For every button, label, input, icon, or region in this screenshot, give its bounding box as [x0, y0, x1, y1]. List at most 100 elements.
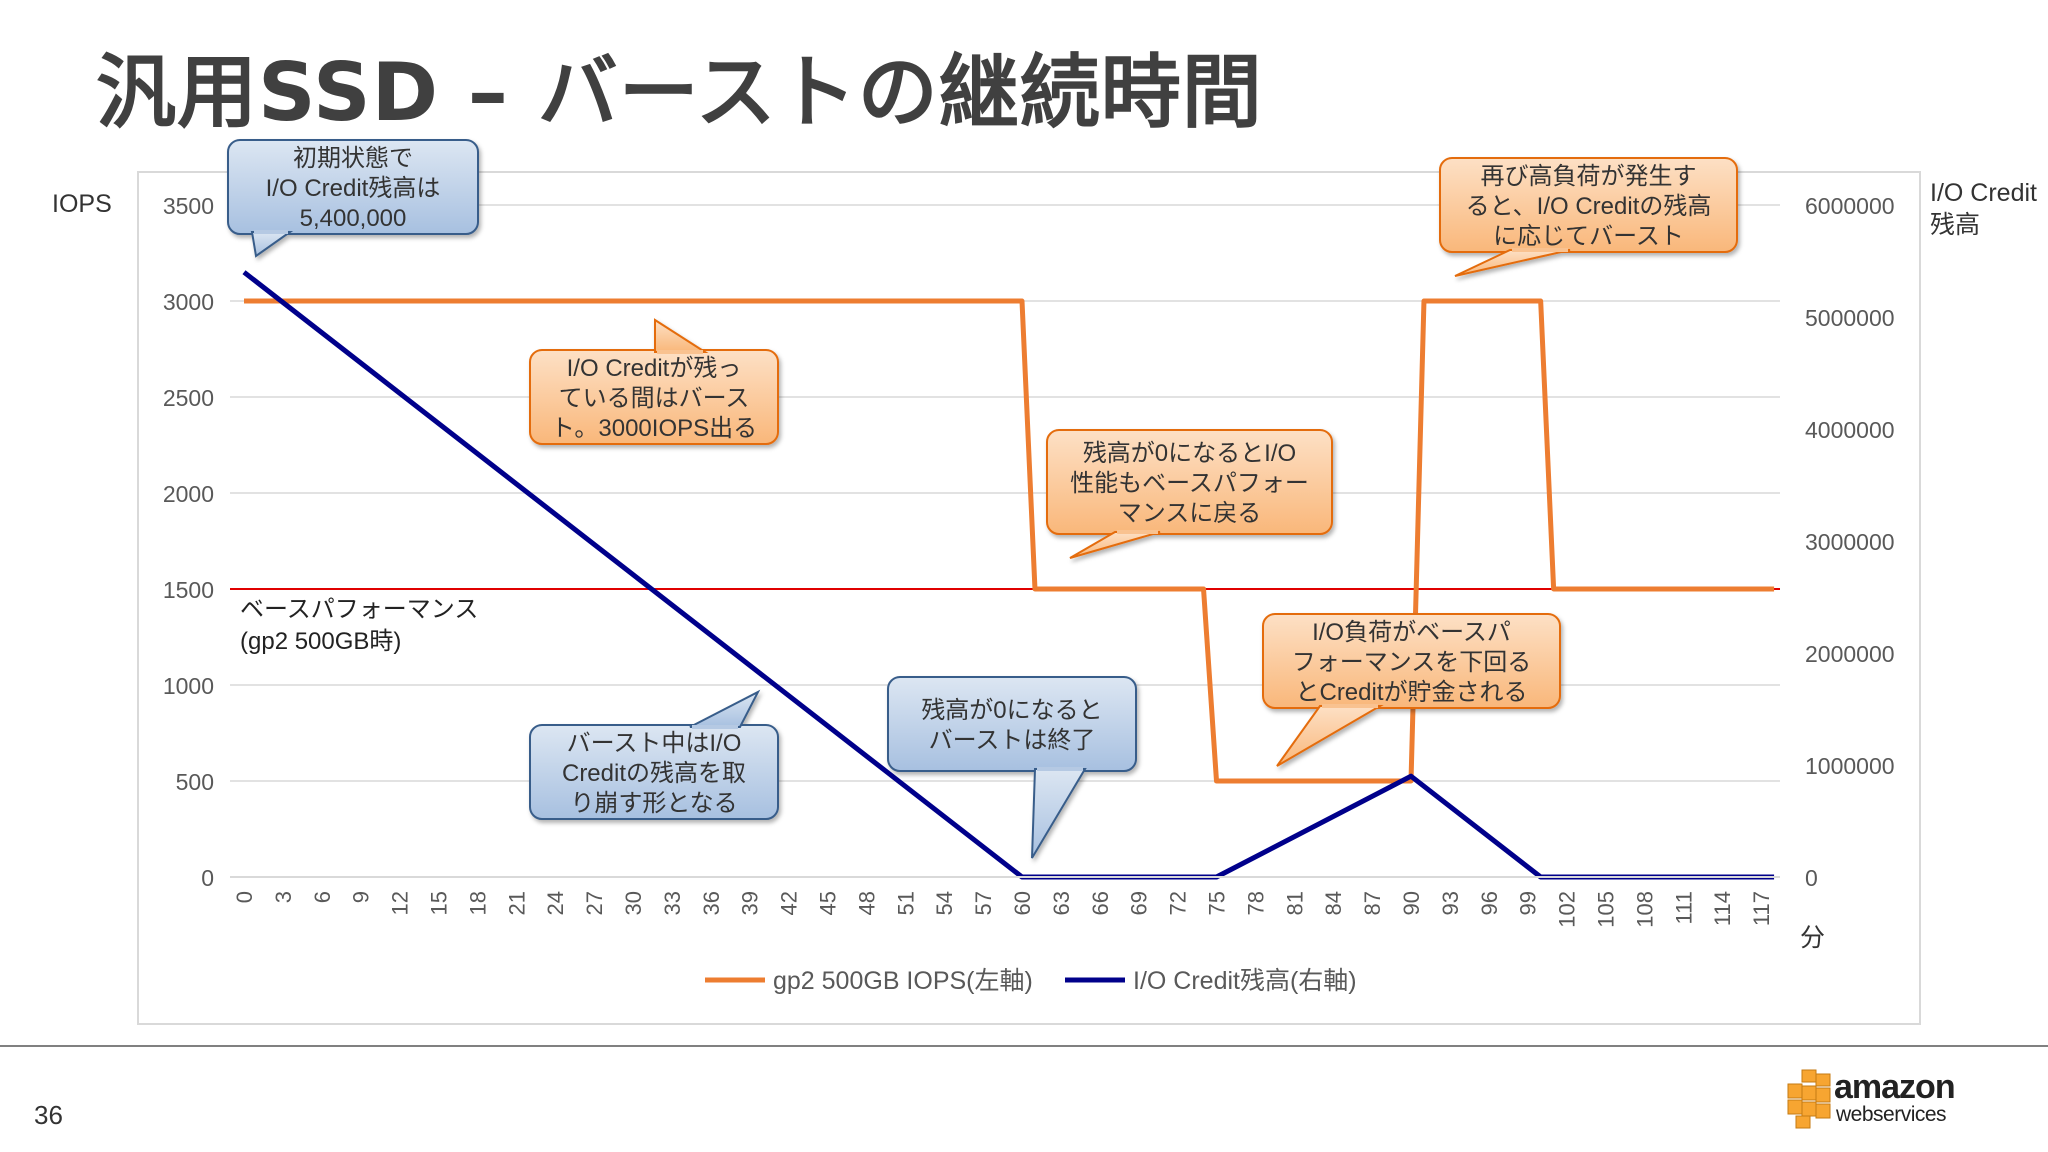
y-right-axis-title: 残高: [1930, 211, 1980, 239]
y-right-tick-label: 2000000: [1805, 641, 1895, 667]
y-left-tick-label: 1500: [163, 577, 214, 603]
x-tick-label: 117: [1749, 891, 1774, 926]
y-left-axis-title: IOPS: [52, 190, 112, 218]
x-tick-label: 9: [349, 891, 374, 903]
y-left-tick-label: 500: [176, 769, 214, 795]
aws-logo-cubes-icon: [1787, 1069, 1831, 1129]
callout-text: に応じてバースト: [1493, 223, 1684, 250]
x-unit-label: 分: [1800, 924, 1825, 952]
y-right-tick-label: 4000000: [1805, 417, 1895, 443]
y-left-tick-label: 0: [201, 865, 214, 891]
x-tick-label: 0: [232, 891, 257, 903]
x-tick-label: 105: [1594, 891, 1619, 928]
callout-text: ている間はバース: [559, 385, 750, 412]
x-tick-label: 75: [1205, 891, 1230, 915]
callout-text: Creditの残高を取: [562, 760, 746, 787]
y-left-tick-label: 2500: [163, 385, 214, 411]
callout-text: ると、I/O Creditの残高: [1466, 193, 1712, 220]
y-right-tick-label: 3000000: [1805, 529, 1895, 555]
callout-box: [227, 139, 479, 235]
callout-text: 5,400,000: [300, 205, 407, 232]
y-right-axis-title: I/O Credit: [1930, 179, 2037, 207]
x-tick-label: 63: [1049, 891, 1074, 915]
x-tick-label: 102: [1555, 891, 1580, 928]
page-number: 36: [34, 1100, 63, 1130]
x-tick-label: 114: [1710, 891, 1735, 926]
x-tick-label: 30: [621, 891, 646, 915]
baseline-label: (gp2 500GB時): [240, 628, 401, 655]
callout-text: フォーマンスを下回る: [1292, 649, 1532, 676]
aws-logo-sub: webservices: [1836, 1103, 1947, 1126]
x-tick-label: 18: [465, 891, 490, 915]
x-tick-label: 36: [699, 891, 724, 915]
legend-label: gp2 500GB IOPS(左軸): [773, 967, 1033, 995]
baseline-group: ベースパフォーマンス (gp2 500GB時): [230, 588, 1780, 655]
x-tick-label: 66: [1088, 891, 1113, 915]
y-left-tick-label: 3500: [163, 193, 214, 219]
x-tick-label: 15: [427, 891, 452, 915]
callout-orange: [529, 318, 779, 445]
y-left-tick-label: 1000: [163, 673, 214, 699]
callout-blue: [529, 689, 779, 820]
x-tick-label: 42: [777, 891, 802, 915]
slide-title: 汎用SSD – バーストの継続時間: [96, 46, 1263, 139]
series-line-iops: [244, 298, 1775, 784]
aws-logo-word: amazon: [1834, 1068, 1956, 1106]
callout-text: り崩す形となる: [570, 790, 737, 817]
y-right-tick-label: 6000000: [1805, 193, 1895, 219]
legend: gp2 500GB IOPS(左軸) I/O Credit残高(右軸): [705, 967, 1357, 995]
axes-group: 0 500 1000 1500 2000 2500 3000 3500 0 1000000 2000…: [52, 179, 2037, 952]
legend-label: I/O Credit残高(右軸): [1133, 967, 1357, 995]
callout-text: バーストは終了: [929, 727, 1096, 754]
x-tick-label: 12: [388, 891, 413, 915]
callout-text: 残高が0になるとI/O: [1083, 440, 1296, 467]
chart-area-border: [137, 171, 1921, 1025]
y-left-tick-label: 2000: [163, 481, 214, 507]
callout-text: I/O Credit残高は: [266, 175, 441, 202]
y-right-tick-label: 0: [1805, 865, 1818, 891]
x-tick-label: 60: [1010, 891, 1035, 915]
y-right-tick-label: 5000000: [1805, 305, 1895, 331]
y-right-tick-label: 1000000: [1805, 753, 1895, 779]
callout-text: I/O Creditが残っ: [567, 355, 742, 382]
callout-orange: [1439, 157, 1738, 277]
callout-blue: [227, 139, 479, 258]
x-tick-label: 78: [1243, 891, 1268, 915]
x-tick-label: 24: [543, 891, 568, 915]
callout-text: 初期状態で: [293, 145, 413, 172]
x-tick-label: 6: [310, 891, 335, 903]
footer-divider: [0, 1045, 2048, 1047]
callout-text: 性能もベースパフォー: [1070, 470, 1309, 497]
callout-text: バースト中はI/O: [567, 730, 742, 757]
x-tick-label: 54: [932, 891, 957, 915]
x-tick-label: 39: [738, 891, 763, 915]
callout-blue: [887, 676, 1137, 859]
x-tick-label: 87: [1360, 891, 1385, 915]
x-tick-label: 72: [1166, 891, 1191, 915]
callouts-group: 初期状態で I/O Credit残高は 5,400,000 I/O Creditが残っ…: [227, 139, 1738, 859]
x-tick-label: 21: [504, 891, 529, 915]
x-tick-label: 51: [893, 891, 918, 915]
callout-text: マンスに戻る: [1118, 500, 1262, 527]
callout-orange: [1262, 613, 1561, 767]
x-tick-label: 48: [854, 891, 879, 915]
callout-text: とCreditが貯金される: [1295, 679, 1527, 706]
callout-box: [1439, 157, 1738, 253]
x-tick-label: 108: [1632, 891, 1657, 928]
baseline-label: ベースパフォーマンス: [240, 596, 478, 623]
x-tick-label: 3: [271, 891, 296, 903]
x-tick-label: 99: [1516, 891, 1541, 915]
aws-logo: amazon webservices: [1786, 1068, 1956, 1138]
x-tick-label: 33: [660, 891, 685, 915]
x-tick-label: 69: [1127, 891, 1152, 915]
x-tick-label: 57: [971, 891, 996, 915]
callout-box: [529, 724, 779, 820]
y-left-tick-label: 3000: [163, 289, 214, 315]
callout-text: I/O負荷がベースパ: [1312, 619, 1511, 646]
callout-box: [887, 676, 1137, 772]
x-tick-label: 27: [582, 891, 607, 915]
callout-text: 残高が0になると: [921, 697, 1102, 724]
callout-orange: [1046, 429, 1333, 559]
callout-text: 再び高負荷が発生す: [1481, 163, 1697, 190]
